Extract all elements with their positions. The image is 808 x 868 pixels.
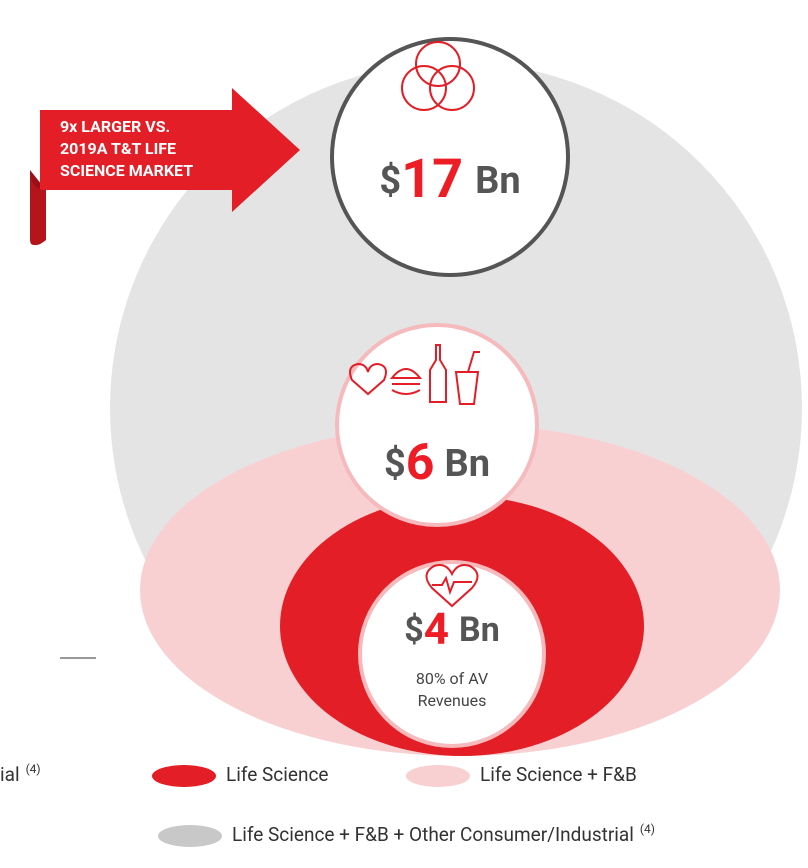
icon-food [349, 344, 480, 405]
legend-label: Life Science + F&B [480, 763, 637, 786]
legend-label: Life Science [226, 763, 328, 786]
note-line: Revenues [418, 691, 487, 710]
icon-circles [401, 41, 475, 111]
legend-label: Life Science + F&B + Other Consumer/Indu… [232, 822, 655, 846]
legend-cut-label: ial (4) [0, 762, 41, 786]
top-circle [330, 37, 570, 277]
banner-line: 9x LARGER VS. [60, 117, 170, 136]
value-6: $6 Bn [384, 434, 490, 492]
legend-swatch [152, 765, 216, 787]
value-17: $17 Bn [379, 148, 520, 211]
icon-heart [425, 564, 479, 608]
banner: 9x LARGER VS. 2019A T&T LIFE SCIENCE MAR… [30, 88, 300, 245]
legend: ial (4) Life Science Life Science + F&B L… [0, 762, 655, 847]
value-4: $4 Bn [404, 603, 500, 655]
inner-circle [358, 560, 546, 748]
banner-line: SCIENCE MARKET [60, 161, 193, 180]
middle-circle [335, 323, 539, 527]
banner-line: 2019A T&T LIFE [60, 139, 176, 158]
legend-swatch [158, 825, 222, 847]
note-line: 80% of AV [416, 669, 488, 688]
legend-swatch [406, 765, 470, 787]
